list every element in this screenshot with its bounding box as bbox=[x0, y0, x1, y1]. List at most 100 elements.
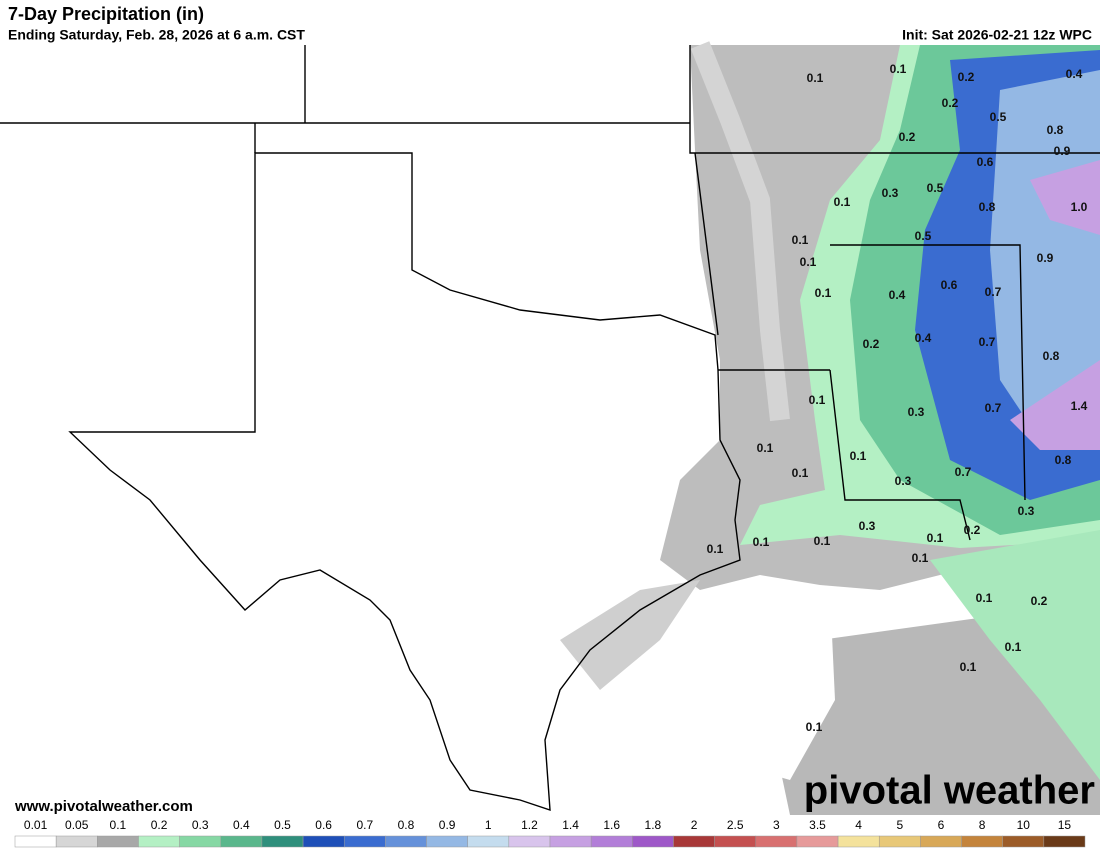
legend-label: 0.7 bbox=[356, 818, 373, 832]
legend-swatch bbox=[97, 835, 139, 848]
precip-label: 1.4 bbox=[1071, 399, 1088, 413]
precip-label: 0.5 bbox=[915, 229, 932, 243]
legend-swatch bbox=[714, 835, 757, 848]
precip-label: 0.1 bbox=[927, 531, 944, 545]
precip-label: 0.1 bbox=[800, 255, 817, 269]
legend-swatch bbox=[55, 835, 98, 848]
legend-swatch bbox=[302, 835, 345, 848]
title: 7-Day Precipitation (in) bbox=[8, 4, 204, 24]
state-borders bbox=[0, 45, 1100, 811]
legend-label: 2 bbox=[691, 818, 698, 832]
precip-label: 0.3 bbox=[859, 519, 876, 533]
legend-label: 1.8 bbox=[645, 818, 662, 832]
precip-label: 0.9 bbox=[1037, 251, 1054, 265]
legend-swatch bbox=[508, 835, 551, 848]
legend-swatch bbox=[343, 835, 386, 848]
precip-label: 0.3 bbox=[895, 474, 912, 488]
legend-swatch bbox=[632, 835, 674, 848]
precip-label: 0.1 bbox=[707, 542, 724, 556]
legend-label: 0.1 bbox=[110, 818, 127, 832]
precip-label: 0.7 bbox=[955, 465, 972, 479]
legend-swatch bbox=[755, 835, 798, 848]
site-url: www.pivotalweather.com bbox=[14, 798, 193, 815]
precip-label: 0.7 bbox=[985, 401, 1002, 415]
legend-label: 1 bbox=[485, 818, 492, 832]
legend-label: 1.4 bbox=[562, 818, 579, 832]
legend-swatch bbox=[796, 835, 839, 848]
precip-label: 0.5 bbox=[927, 181, 944, 195]
precip-labels: 0.1 0.1 0.2 0.4 0.2 0.5 0.8 0.2 0.6 0.9 0.3 0.5 0.1 0… bbox=[707, 62, 1088, 734]
precip-label: 0.6 bbox=[941, 278, 958, 292]
precip-label: 0.1 bbox=[834, 195, 851, 209]
legend-swatch bbox=[590, 835, 633, 848]
precip-label: 0.4 bbox=[1066, 67, 1083, 81]
legend-label: 6 bbox=[938, 818, 945, 832]
precip-label: 0.2 bbox=[958, 70, 975, 84]
precip-label: 0.6 bbox=[977, 155, 994, 169]
precip-label: 0.2 bbox=[863, 337, 880, 351]
legend-swatch bbox=[961, 835, 1003, 848]
legend-swatch bbox=[467, 835, 510, 848]
precip-label: 0.3 bbox=[882, 186, 899, 200]
legend-swatch bbox=[878, 835, 921, 848]
legend-label: 5 bbox=[896, 818, 903, 832]
init-time: Init: Sat 2026-02-21 12z WPC bbox=[902, 27, 1092, 43]
legend-swatch bbox=[1002, 835, 1045, 848]
legend-label: 1.6 bbox=[603, 818, 620, 832]
precip-shading bbox=[560, 41, 1100, 815]
precip-label: 0.3 bbox=[908, 405, 925, 419]
legend-label: 3 bbox=[773, 818, 780, 832]
legend-swatch bbox=[138, 835, 180, 848]
precip-label: 0.1 bbox=[815, 286, 832, 300]
precip-label: 0.5 bbox=[990, 110, 1007, 124]
precip-label: 0.4 bbox=[889, 288, 906, 302]
legend-label: 0.9 bbox=[439, 818, 456, 832]
legend-label: 0.6 bbox=[315, 818, 332, 832]
legend-swatch bbox=[385, 835, 427, 848]
legend-swatch bbox=[920, 835, 962, 848]
precip-label: 0.9 bbox=[1054, 144, 1071, 158]
precip-label: 0.2 bbox=[942, 96, 959, 110]
legend-label: 8 bbox=[979, 818, 986, 832]
precip-label: 0.8 bbox=[1043, 349, 1060, 363]
legend-swatch bbox=[179, 835, 222, 848]
precip-label: 1.0 bbox=[1071, 200, 1088, 214]
precip-label: 0.1 bbox=[912, 551, 929, 565]
legend-label: 0.3 bbox=[192, 818, 209, 832]
precip-label: 0.1 bbox=[976, 591, 993, 605]
precip-label: 0.1 bbox=[809, 393, 826, 407]
precip-label: 0.1 bbox=[757, 441, 774, 455]
precip-label: 0.1 bbox=[792, 466, 809, 480]
logo: pivotal weather bbox=[804, 769, 1095, 813]
legend-label: 4 bbox=[855, 818, 862, 832]
precip-label: 0.8 bbox=[1055, 453, 1072, 467]
precip-label: 0.1 bbox=[753, 535, 770, 549]
legend-label: 10 bbox=[1017, 818, 1031, 832]
precip-label: 0.8 bbox=[979, 200, 996, 214]
precip-label: 0.2 bbox=[1031, 594, 1048, 608]
legend-label: 0.5 bbox=[274, 818, 291, 832]
legend-swatch bbox=[261, 835, 304, 848]
precip-label: 0.1 bbox=[792, 233, 809, 247]
precip-label: 0.1 bbox=[960, 660, 977, 674]
precip-label: 0.1 bbox=[850, 449, 867, 463]
precip-label: 0.1 bbox=[807, 71, 824, 85]
precip-label: 0.1 bbox=[1005, 640, 1022, 654]
legend-swatch bbox=[14, 835, 57, 848]
precip-label: 0.8 bbox=[1047, 123, 1064, 137]
legend-swatch bbox=[837, 835, 880, 848]
legend-swatch bbox=[220, 835, 263, 848]
legend-swatch bbox=[673, 835, 715, 848]
color-legend: 0.01 0.05 0.1 0.2 0.3 0.4 0.5 0.6 0.7 0.8 0.9 1 1.2 1… bbox=[14, 818, 1086, 848]
legend-label: 0.8 bbox=[398, 818, 415, 832]
legend-swatch bbox=[549, 835, 592, 848]
precip-label: 0.7 bbox=[979, 335, 996, 349]
legend-label: 0.2 bbox=[151, 818, 168, 832]
legend-label: 0.4 bbox=[233, 818, 250, 832]
legend-label: 0.05 bbox=[65, 818, 89, 832]
legend-label: 3.5 bbox=[809, 818, 826, 832]
legend-label: 15 bbox=[1058, 818, 1072, 832]
precip-label: 0.3 bbox=[1018, 504, 1035, 518]
